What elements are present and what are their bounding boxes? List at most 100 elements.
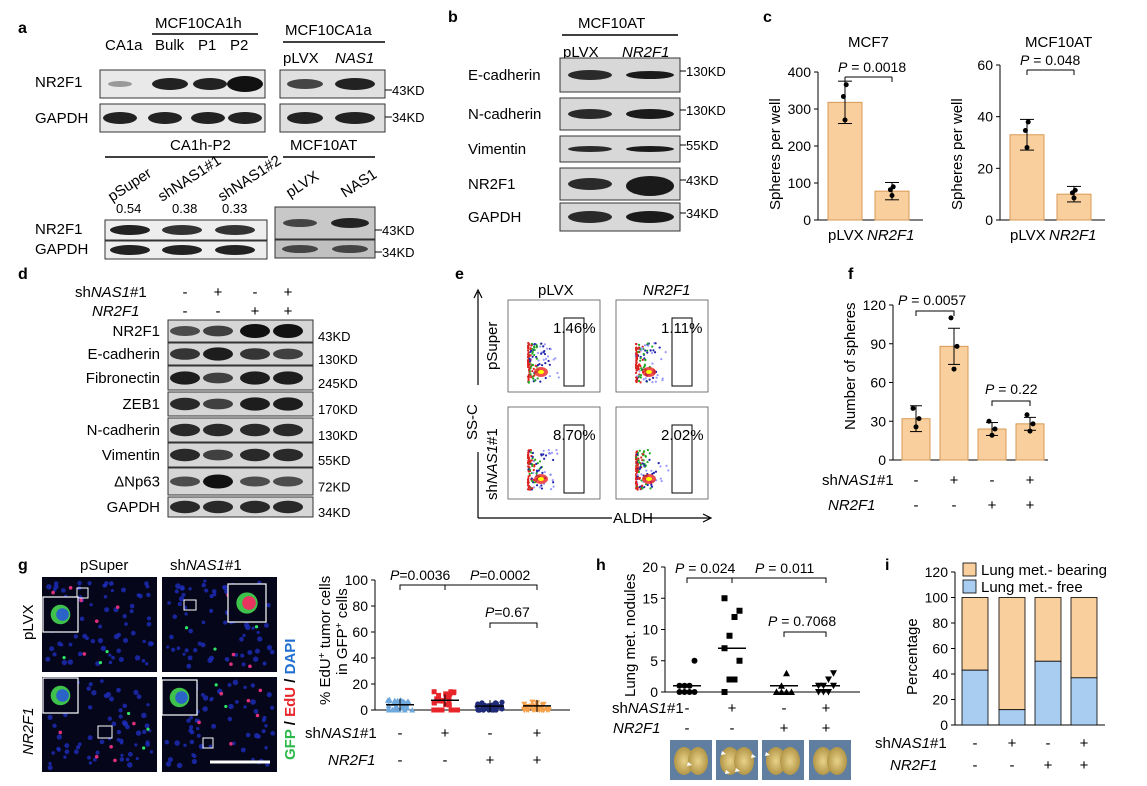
g-tick-5: 100 — [345, 572, 369, 588]
i-tick-1: 20 — [932, 692, 948, 708]
g-point-1-6 — [436, 692, 442, 698]
flow-value-0: 1.46% — [553, 320, 596, 337]
g-point-0-15 — [391, 699, 398, 706]
g-point-3-31 — [543, 707, 550, 713]
mw-34kd-a2: 34KD — [382, 245, 415, 260]
blot-d-mw-4: 130KD — [318, 428, 358, 443]
i-tick-2: 40 — [932, 666, 948, 682]
g-tick-2: 40 — [352, 650, 368, 666]
panel-i: Percentage 0 20 40 60 80 100 120 - - + - - + + + Lung me… — [875, 562, 1107, 774]
g-nr-0: - — [398, 752, 403, 769]
f-tick-4: 120 — [863, 297, 887, 313]
flow-xlabel: ALDH — [613, 510, 653, 527]
band-d-2-0 — [170, 371, 200, 385]
flow-plot-2 — [507, 406, 601, 500]
panel-letter-c: c — [763, 9, 772, 26]
g-point-2-30 — [479, 706, 485, 712]
i-sh-1: + — [1008, 735, 1017, 752]
stain-legend: GFP / EdU / DAPI — [282, 639, 299, 760]
g-point-1-24 — [443, 691, 449, 697]
flow-plot-3 — [615, 406, 709, 500]
band-d-7-3 — [273, 500, 303, 514]
h-pvalue-2: P = 0.7068 — [768, 613, 836, 629]
f-ylabel: Number of spheres — [842, 302, 859, 430]
f-cond-shnas1: shNAS1#1 — [822, 472, 894, 489]
i-bar-bearing-3 — [1070, 597, 1098, 679]
band-b-0-1 — [568, 70, 612, 80]
f-tick-1: 30 — [870, 413, 886, 429]
blot-b-mw-4: 34KD — [686, 206, 719, 221]
h-cond-shnas1: shNAS1#1 — [612, 700, 684, 717]
c-dot-1-0-1 — [1024, 145, 1030, 151]
c-cat-1-1: NR2F1 — [1049, 227, 1097, 244]
band-b-1-1 — [568, 109, 612, 119]
f-bar-2 — [977, 428, 1007, 461]
g-point-3-26 — [534, 707, 541, 713]
flow-gate-2 — [563, 424, 585, 494]
c-ylabel-0: Spheres per well — [767, 98, 784, 210]
c-dot-1-1-1 — [1071, 195, 1077, 201]
i-tick-4: 80 — [932, 615, 948, 631]
g-tick-1: 20 — [352, 676, 368, 692]
g-point-0-29 — [399, 705, 406, 711]
blot-row-2: Vimentin — [468, 141, 526, 158]
f-bar-1 — [939, 345, 969, 461]
band-b-2-1 — [568, 146, 612, 152]
h-point-0-7 — [691, 657, 698, 664]
g-point-2-31 — [499, 699, 505, 705]
h-point-3-6 — [825, 676, 832, 683]
g-point-3-23 — [521, 701, 528, 708]
f-sh-2: - — [990, 472, 995, 489]
g-point-1-26 — [431, 699, 437, 705]
f-tick-3: 90 — [870, 336, 886, 352]
g-point-1-5 — [436, 707, 442, 713]
c-dot-0-1-1 — [889, 192, 895, 198]
lane-nas1-a2: NAS1 — [338, 166, 380, 202]
band-b-3-1 — [568, 178, 612, 190]
c-dot-0-0-0 — [840, 93, 846, 99]
band-d-0-0 — [170, 326, 200, 336]
f-dot-2-2 — [989, 432, 995, 438]
h-point-2-2 — [783, 688, 790, 695]
band-d-6-0 — [170, 476, 200, 487]
band-d-1-0 — [170, 348, 200, 360]
flow-gate-0 — [563, 317, 585, 387]
f-tick-0: 0 — [878, 452, 886, 468]
panel-a: CA1a MCF10CA1h Bulk P1 P2 NR2F1 GAPDH MC… — [35, 15, 425, 260]
c-title-0: MCF7 — [848, 34, 889, 51]
group-mcf10ca1h: MCF10CA1h — [155, 15, 242, 32]
f-sh-1: + — [950, 472, 959, 489]
blot-d-row-3: ZEB1 — [122, 396, 160, 413]
blot-d-mw-1: 130KD — [318, 352, 358, 367]
band-d-6-2 — [240, 476, 270, 487]
h-pvalue-0: P = 0.024 — [675, 560, 736, 576]
flow-row-psuper: pSuper — [484, 322, 501, 370]
g-point-3-8 — [529, 699, 536, 706]
img-row-plvx: pLVX — [20, 604, 37, 640]
row-nr2f1: NR2F1 — [35, 74, 83, 91]
f-sh-3: + — [1026, 472, 1035, 489]
band-d-5-1 — [203, 449, 233, 461]
h-tick-0: 0 — [650, 684, 658, 700]
group-mcf10at-b: MCF10AT — [578, 15, 645, 32]
h-point-3-2 — [825, 689, 832, 696]
c-dot-1-0-2 — [1025, 119, 1031, 125]
band-d-7-1 — [203, 500, 233, 514]
lane-psuper-a: pSuper — [105, 165, 155, 206]
f-pvalue-1: P = 0.0057 — [898, 292, 966, 308]
g-tick-0: 0 — [360, 702, 368, 718]
panel-letter-h: h — [596, 557, 606, 574]
c-tick-0-3: 300 — [788, 101, 812, 117]
band-b-4-1 — [568, 211, 612, 223]
flow-value-1: 1.11% — [661, 320, 702, 337]
lane-shnas1-2-a: shNAS1#2 — [215, 152, 284, 205]
mw-43kd-a2: 43KD — [382, 223, 415, 238]
panel-letter-g: g — [18, 557, 28, 574]
panel-g: pSuper shNAS1#1 pLVX NR2F1 GFP / EdU / D… — [20, 557, 570, 772]
g-nr-3: + — [533, 752, 542, 769]
band-d-4-3 — [273, 423, 303, 437]
g-point-1-21 — [433, 707, 439, 713]
band-d-6-1 — [203, 474, 233, 489]
quant-2: 0.38 — [172, 201, 197, 216]
i-bar-free-0 — [961, 669, 989, 726]
